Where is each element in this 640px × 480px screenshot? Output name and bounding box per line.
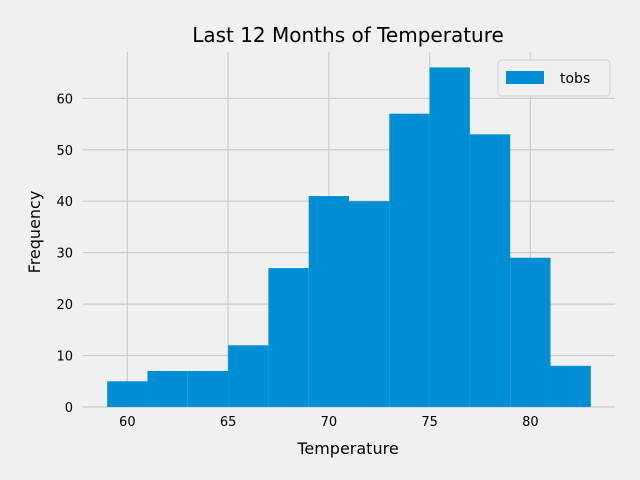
histogram-bar	[429, 67, 470, 407]
legend-box	[497, 59, 611, 97]
histogram-bar	[268, 268, 309, 407]
histogram-bar	[510, 257, 551, 407]
histogram-bar	[228, 345, 269, 407]
x-tick-label: 70	[321, 415, 338, 430]
legend: tobs	[497, 59, 611, 97]
histogram-bar	[550, 365, 591, 407]
x-tick-label: 75	[421, 415, 438, 430]
x-tick-label: 80	[522, 415, 539, 430]
y-tick-label: 50	[56, 144, 73, 159]
y-tick-label: 30	[56, 247, 73, 262]
histogram-bar	[147, 370, 188, 407]
bars-layer	[107, 67, 591, 407]
y-tick-label: 40	[56, 195, 73, 210]
ticks-layer: 60 65 70 75 80 0 10 20 30 40 50 60	[56, 92, 538, 430]
y-axis-label: Frequency	[25, 191, 44, 274]
x-tick-label: 65	[220, 415, 237, 430]
legend-swatch	[506, 71, 544, 84]
histogram-bar	[389, 113, 430, 407]
x-tick-label: 60	[119, 415, 136, 430]
histogram-bar	[107, 381, 148, 407]
y-tick-label: 60	[56, 92, 73, 107]
legend-label: tobs	[560, 71, 590, 87]
y-tick-label: 10	[56, 350, 73, 365]
y-tick-label: 0	[65, 401, 73, 416]
histogram-bar	[308, 196, 349, 407]
histogram-bar	[187, 370, 229, 407]
y-tick-label: 20	[56, 298, 73, 313]
x-axis-label: Temperature	[296, 439, 398, 458]
histogram-bar	[349, 201, 390, 407]
chart-title: Last 12 Months of Temperature	[192, 23, 504, 47]
histogram-bar	[469, 134, 511, 407]
